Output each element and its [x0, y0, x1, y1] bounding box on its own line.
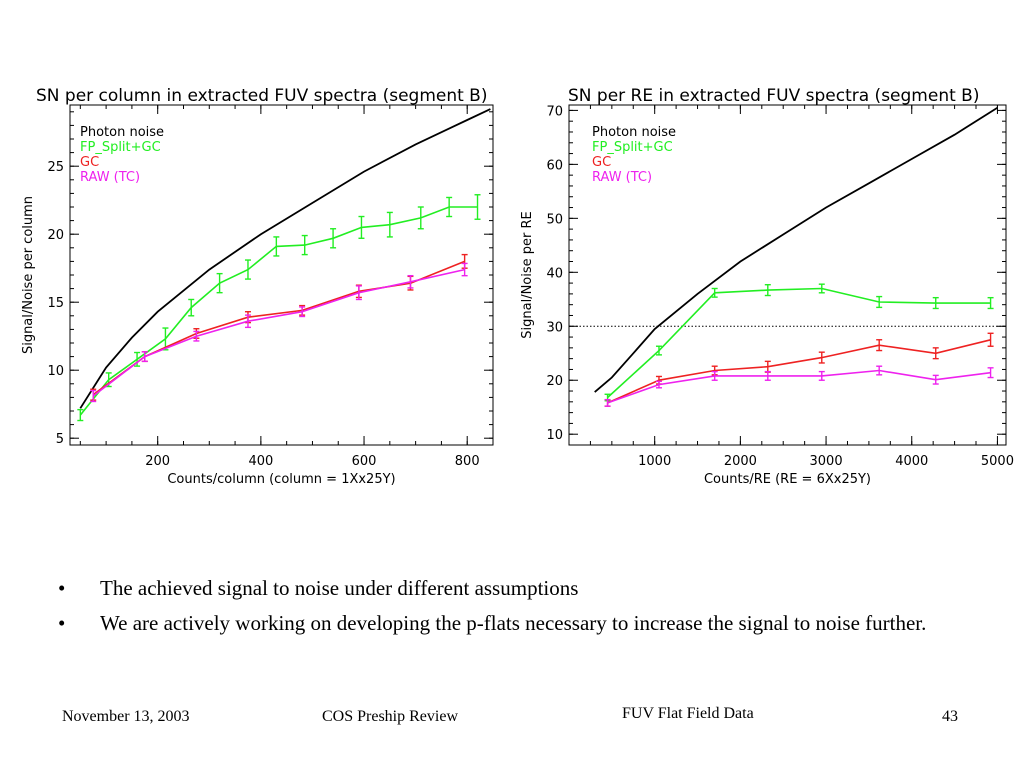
- x-tick-label: 5000: [981, 454, 1014, 469]
- bullet-symbol: •: [58, 610, 66, 635]
- legend-entry: Photon noise: [80, 125, 164, 140]
- series-line: [594, 106, 998, 393]
- chart-title: SN per RE in extracted FUV spectra (segm…: [568, 86, 979, 106]
- series-gc: [604, 332, 994, 407]
- chart-title: SN per column in extracted FUV spectra (…: [36, 86, 487, 106]
- y-tick-label: 25: [47, 160, 64, 175]
- series-line: [92, 268, 465, 397]
- series-photon-noise: [79, 108, 491, 409]
- y-tick-label: 70: [546, 104, 563, 119]
- series-line: [607, 369, 991, 404]
- x-tick-label: 4000: [895, 454, 928, 469]
- bullet-symbol: •: [58, 576, 66, 600]
- x-tick-label: 800: [455, 454, 480, 469]
- sn-per-column-chart: SN per column in extracted FUV spectra (…: [21, 86, 494, 487]
- y-tick-label: 15: [47, 296, 64, 311]
- series-line: [79, 206, 478, 416]
- y-tick-label: 50: [546, 212, 563, 227]
- x-axis-label: Counts/RE (RE = 6Xx25Y): [704, 472, 871, 487]
- footer-page-number: 43: [942, 708, 958, 725]
- footer-event: COS Preship Review: [322, 708, 458, 725]
- sn-per-re-chart: SN per RE in extracted FUV spectra (segm…: [520, 86, 1014, 487]
- series-fp-split-gc: [604, 283, 994, 402]
- legend-entry: FP_Split+GC: [80, 140, 161, 155]
- footer-date: November 13, 2003: [62, 708, 190, 725]
- x-axis-label: Counts/column (column = 1Xx25Y): [167, 472, 395, 487]
- y-tick-label: 10: [47, 364, 64, 379]
- legend-entry: FP_Split+GC: [592, 140, 673, 155]
- x-tick-label: 2000: [724, 454, 757, 469]
- series-raw-tc-: [90, 262, 468, 403]
- series-photon-noise: [594, 106, 998, 393]
- bullet-text: We are actively working on developing th…: [100, 610, 927, 635]
- series-fp-split-gc: [77, 194, 481, 422]
- series-line: [607, 339, 991, 404]
- bullet-item: • We are actively working on developing …: [58, 611, 958, 636]
- legend-entry: GC: [80, 155, 99, 170]
- x-tick-label: 400: [248, 454, 273, 469]
- x-tick-label: 200: [145, 454, 170, 469]
- series-raw-tc-: [604, 365, 994, 407]
- x-tick-label: 1000: [638, 454, 671, 469]
- legend-entry: GC: [592, 155, 611, 170]
- x-tick-label: 3000: [810, 454, 843, 469]
- series-line: [79, 108, 491, 409]
- bullet-item: • The achieved signal to noise under dif…: [58, 576, 958, 601]
- legend-entry: RAW (TC): [80, 170, 140, 185]
- y-tick-label: 10: [546, 428, 563, 443]
- y-tick-label: 40: [546, 266, 563, 281]
- y-axis-label: Signal/Noise per column: [21, 196, 36, 354]
- series-line: [607, 287, 991, 399]
- y-tick-label: 60: [546, 158, 563, 173]
- bullet-text: The achieved signal to noise under diffe…: [100, 576, 579, 600]
- plot-frame: [568, 104, 1007, 446]
- y-axis-label: Signal/Noise per RE: [520, 211, 535, 338]
- y-tick-label: 20: [546, 374, 563, 389]
- legend-entry: RAW (TC): [592, 170, 652, 185]
- bullet-list: • The achieved signal to noise under dif…: [58, 576, 958, 646]
- y-tick-label: 20: [47, 228, 64, 243]
- y-tick-label: 30: [546, 320, 563, 335]
- x-tick-label: 600: [352, 454, 377, 469]
- footer-topic: FUV Flat Field Data: [622, 705, 754, 722]
- y-tick-label: 5: [56, 432, 64, 447]
- legend-entry: Photon noise: [592, 125, 676, 140]
